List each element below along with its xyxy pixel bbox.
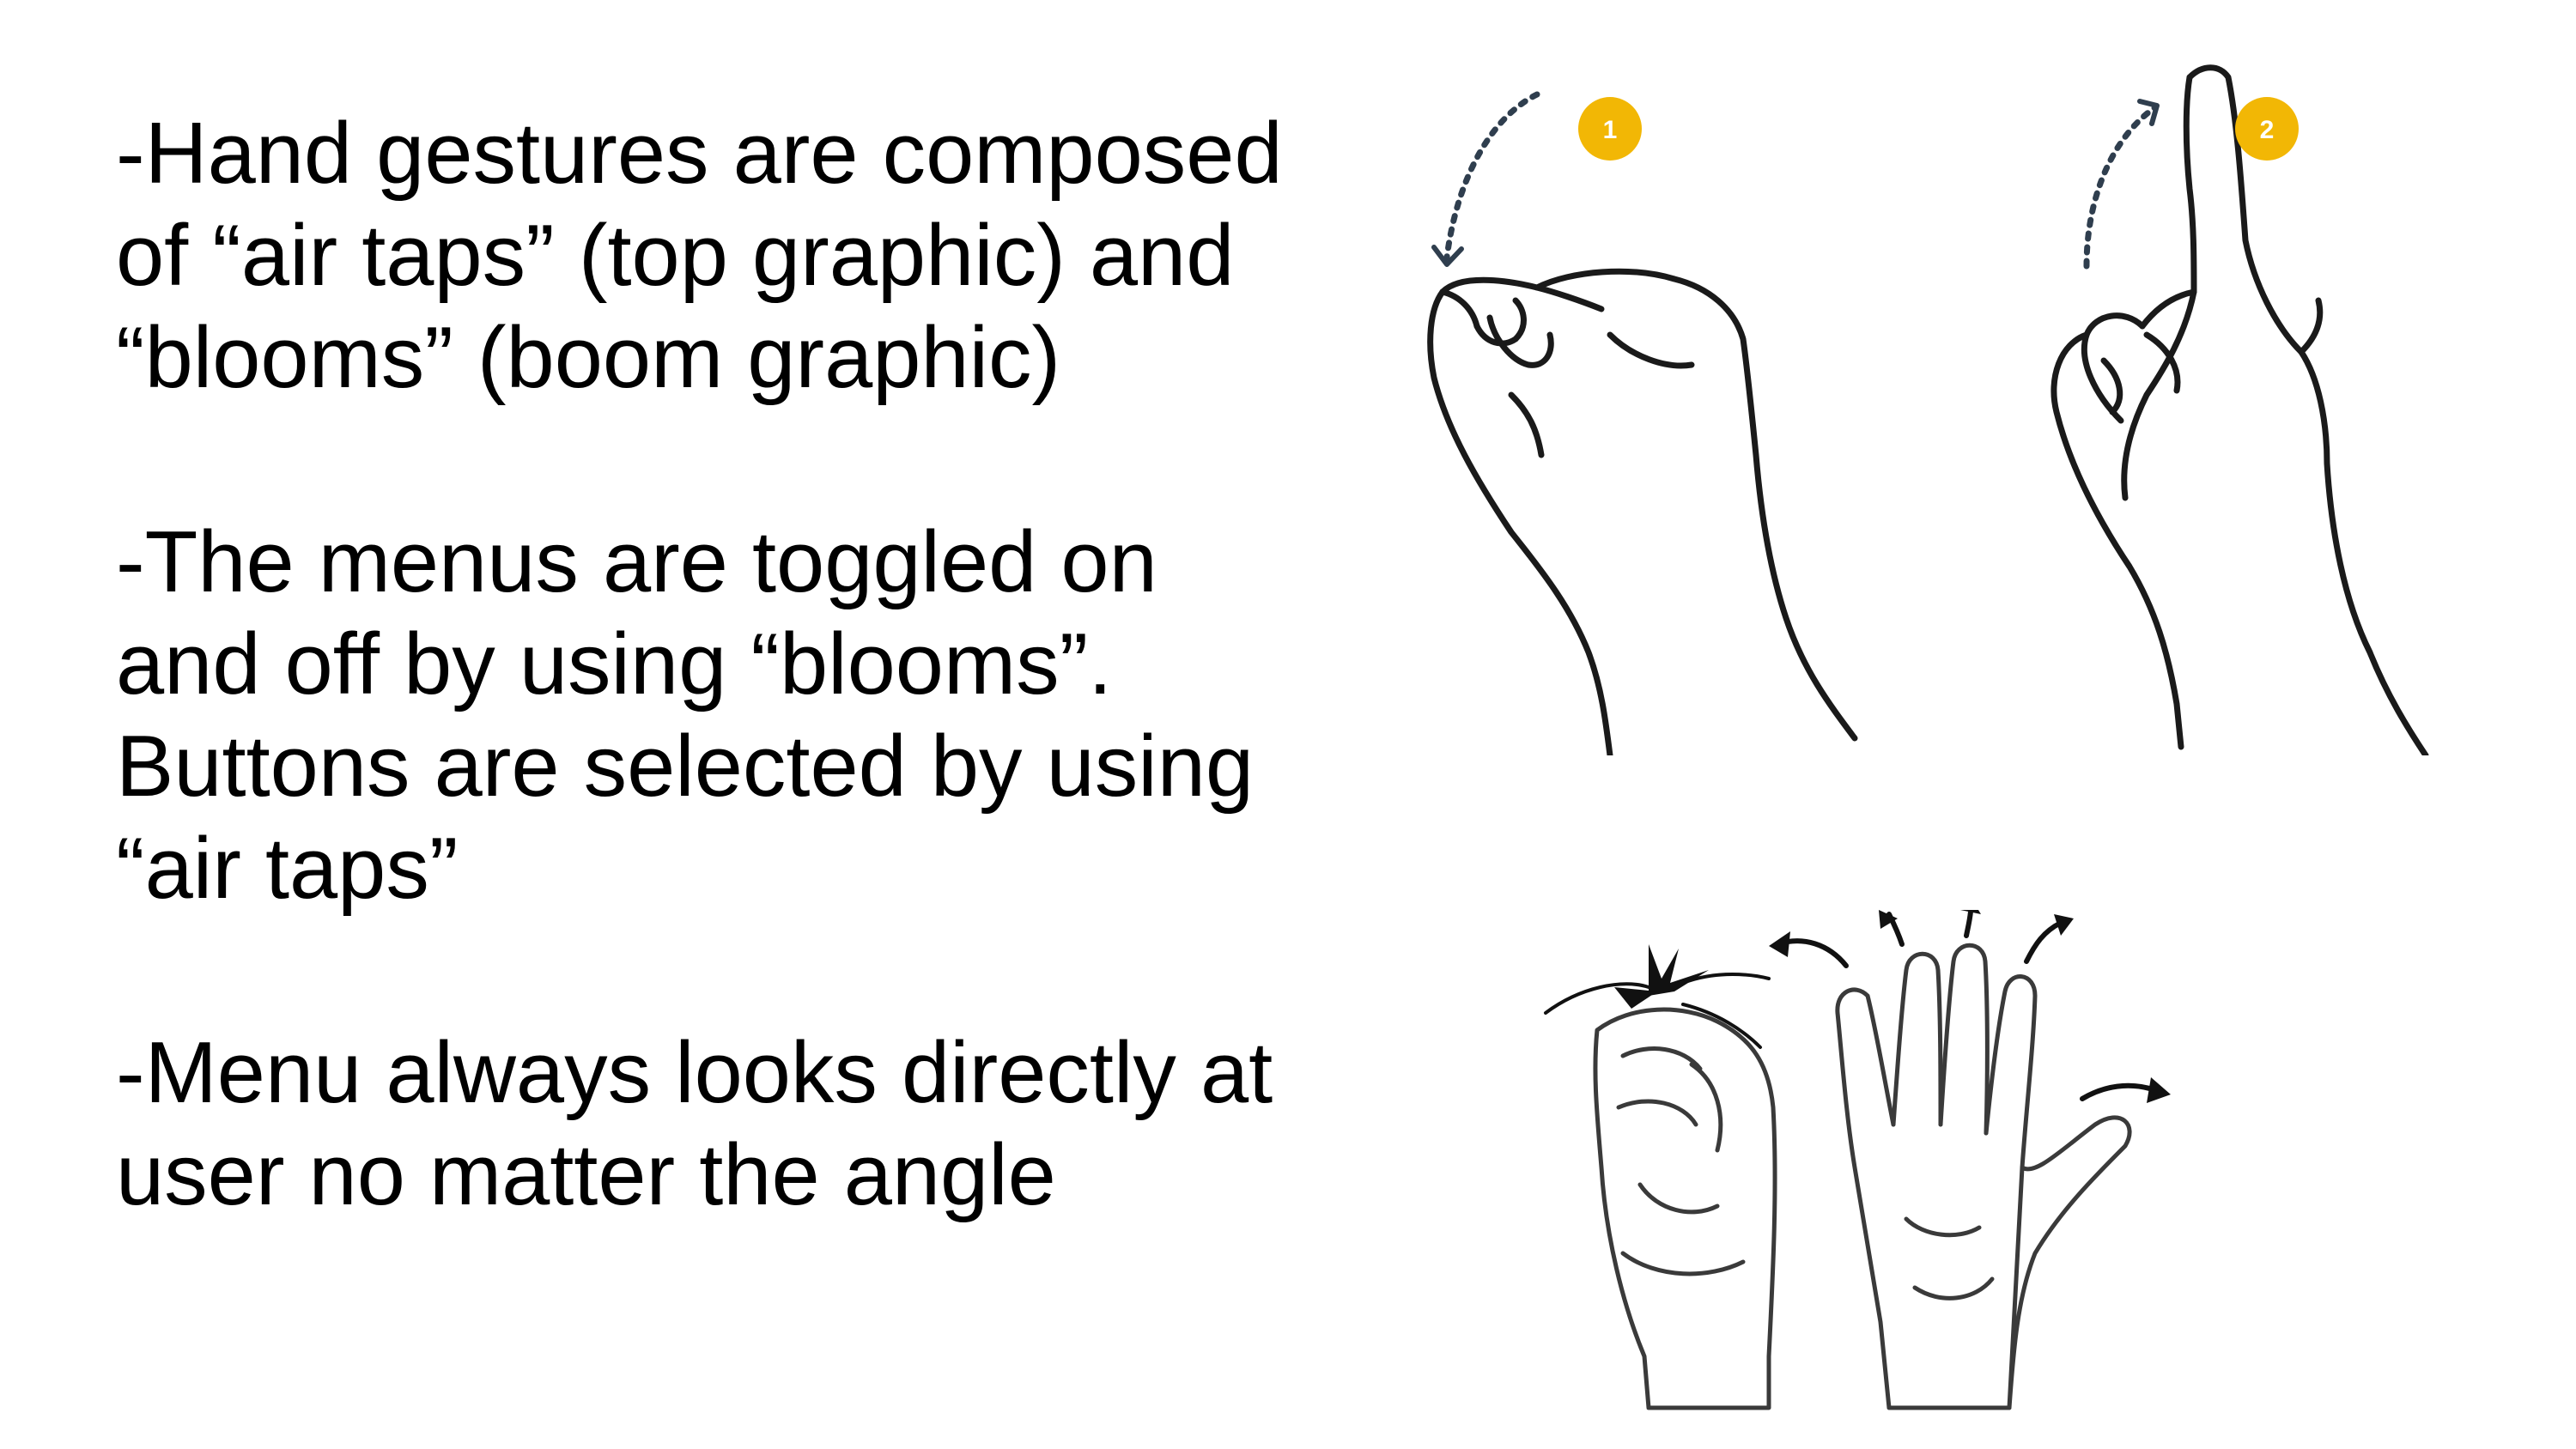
tap-down-arrow xyxy=(1443,91,1540,261)
bullet-hand-gestures: -Hand gestures are composed of “air taps… xyxy=(116,106,1283,406)
hand-pinched-icon xyxy=(1427,268,1858,755)
bullet-menu-toggle: -The menus are toggled on and off by usi… xyxy=(116,514,1255,917)
spacer xyxy=(116,920,1361,1022)
svg-text:1: 1 xyxy=(1603,116,1618,144)
tap-down-arrowhead xyxy=(1431,245,1464,267)
spacer xyxy=(116,409,1361,512)
step-badge-1: 1 xyxy=(1578,97,1642,161)
closed-fist-icon xyxy=(1593,1007,1777,1410)
bloom-burst-icon xyxy=(1614,944,1709,1009)
bloom-graphic xyxy=(1511,910,2318,1425)
svg-text:2: 2 xyxy=(2260,116,2275,144)
step-badge-2: 2 xyxy=(2235,97,2299,161)
hand-index-raised-icon xyxy=(2050,64,2429,755)
bloom-gesture-icon xyxy=(1544,910,2171,1410)
tap-up-arrow xyxy=(2083,104,2159,270)
open-hand-icon xyxy=(1835,943,2132,1410)
bloom-arrows xyxy=(1775,910,2158,1101)
bullet-menu-orientation: -Menu always looks directly at user no m… xyxy=(116,1025,1273,1223)
air-tap-graphic: 1 2 xyxy=(1408,52,2482,755)
gesture-description: -Hand gestures are composed of “air taps… xyxy=(116,103,1361,1227)
tap-up-arrowhead xyxy=(2137,99,2160,126)
air-tap-gesture-icon: 1 2 xyxy=(1427,64,2429,755)
